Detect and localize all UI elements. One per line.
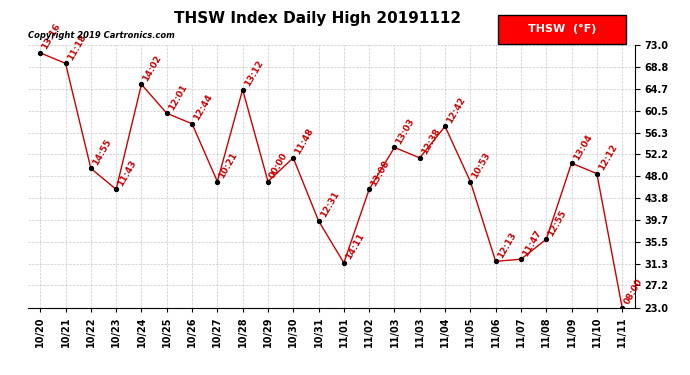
Text: 12:01: 12:01 — [167, 82, 189, 112]
Point — [262, 178, 273, 184]
Text: 11:47: 11:47 — [521, 228, 543, 258]
Text: 12:13: 12:13 — [495, 230, 518, 260]
Point — [364, 186, 375, 192]
Point — [288, 155, 299, 161]
Text: 11:18: 11:18 — [66, 33, 88, 62]
Text: 13:04: 13:04 — [571, 132, 593, 162]
Point — [136, 81, 147, 87]
Text: 13:12: 13:12 — [243, 59, 265, 88]
Point — [338, 260, 349, 266]
Text: 00:00: 00:00 — [268, 151, 290, 180]
Text: THSW Index Daily High 20191112: THSW Index Daily High 20191112 — [174, 11, 461, 26]
Text: 10:53: 10:53 — [471, 151, 493, 180]
Text: 14:55: 14:55 — [91, 137, 113, 167]
Point — [237, 87, 248, 93]
Text: 10:21: 10:21 — [217, 151, 239, 180]
Point — [186, 121, 197, 127]
Point — [313, 218, 324, 224]
Text: 08:00: 08:00 — [622, 277, 644, 306]
Point — [34, 50, 46, 56]
FancyBboxPatch shape — [498, 15, 626, 44]
Text: Copyright 2019 Cartronics.com: Copyright 2019 Cartronics.com — [28, 31, 175, 40]
Point — [86, 165, 97, 171]
Text: 13:08: 13:08 — [369, 159, 391, 188]
Text: 14:02: 14:02 — [141, 54, 164, 83]
Text: 14:11: 14:11 — [344, 232, 366, 261]
Text: 11:43: 11:43 — [116, 158, 138, 188]
Point — [617, 304, 628, 310]
Text: 13:03: 13:03 — [395, 117, 417, 146]
Point — [490, 258, 501, 264]
Point — [541, 236, 552, 242]
Point — [389, 144, 400, 150]
Text: 11:48: 11:48 — [293, 127, 315, 156]
Point — [161, 110, 172, 116]
Point — [110, 186, 121, 192]
Point — [440, 123, 451, 129]
Point — [414, 155, 425, 161]
Text: 12:55: 12:55 — [546, 209, 569, 238]
Text: 12:38: 12:38 — [420, 127, 442, 156]
Text: THSW  (°F): THSW (°F) — [528, 24, 596, 34]
Point — [591, 171, 602, 177]
Text: 13:16: 13:16 — [40, 22, 62, 51]
Point — [465, 178, 476, 184]
Point — [566, 160, 577, 166]
Text: 12:42: 12:42 — [445, 95, 467, 125]
Point — [212, 178, 223, 184]
Point — [60, 60, 71, 66]
Text: 12:44: 12:44 — [192, 93, 215, 122]
Text: 12:31: 12:31 — [319, 190, 341, 219]
Point — [515, 256, 526, 262]
Text: 12:12: 12:12 — [597, 143, 619, 172]
